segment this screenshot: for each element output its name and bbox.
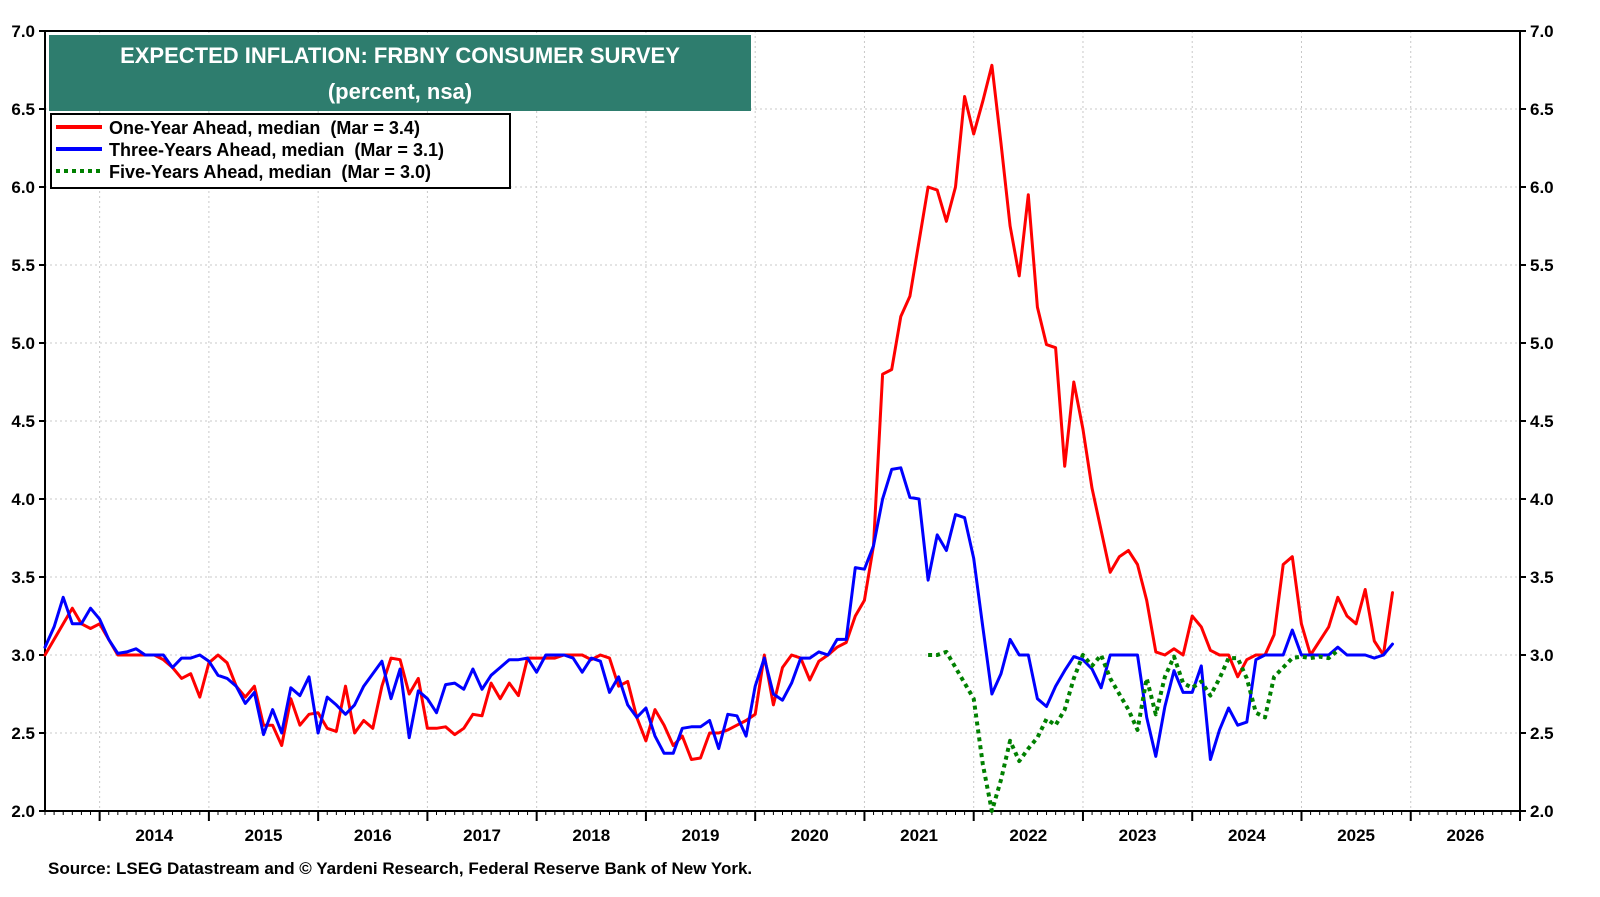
x-tick-label: 2018 — [572, 826, 610, 845]
series-line-three-years — [43, 466, 1394, 761]
y-tick-label-left: 7.0 — [11, 22, 35, 41]
legend-label-five-years: Five-Years Ahead, median (Mar = 3.0) — [109, 162, 431, 182]
y-tick-label-right: 2.5 — [1530, 724, 1554, 743]
x-tick-label: 2015 — [245, 826, 283, 845]
y-tick-label-left: 2.0 — [11, 802, 35, 821]
series-layer — [43, 63, 1394, 813]
series-line-one-year — [43, 63, 1394, 761]
chart-subtitle: (percent, nsa) — [328, 79, 472, 104]
y-tick-label-right: 5.0 — [1530, 334, 1554, 353]
legend-label-three-years: Three-Years Ahead, median (Mar = 3.1) — [109, 140, 444, 160]
y-tick-label-right: 2.0 — [1530, 802, 1554, 821]
y-tick-label-right: 4.0 — [1530, 490, 1554, 509]
chart-title: EXPECTED INFLATION: FRBNY CONSUMER SURVE… — [120, 43, 680, 68]
x-tick-label: 2026 — [1446, 826, 1484, 845]
y-tick-label-left: 4.5 — [11, 412, 35, 431]
x-tick-label: 2019 — [682, 826, 720, 845]
ticks-layer: 2.0 2.0 2.5 2.5 3.0 3.0 3.5 3.5 4.0 4.0 4.5 4.5 5.0 5… — [11, 22, 1553, 845]
title-background — [49, 35, 751, 111]
y-tick-label-right: 6.0 — [1530, 178, 1554, 197]
x-tick-label: 2020 — [791, 826, 829, 845]
y-tick-label-left: 6.0 — [11, 178, 35, 197]
source-note: Source: LSEG Datastream and © Yardeni Re… — [48, 859, 752, 878]
x-tick-label: 2023 — [1119, 826, 1157, 845]
y-tick-label-right: 4.5 — [1530, 412, 1554, 431]
y-tick-label-left: 5.0 — [11, 334, 35, 353]
y-tick-label-left: 4.0 — [11, 490, 35, 509]
y-tick-label-right: 5.5 — [1530, 256, 1554, 275]
x-tick-label: 2025 — [1337, 826, 1375, 845]
y-tick-label-right: 3.5 — [1530, 568, 1554, 587]
legend-label-one-year: One-Year Ahead, median (Mar = 3.4) — [109, 118, 420, 138]
title-box: EXPECTED INFLATION: FRBNY CONSUMER SURVE… — [49, 35, 751, 111]
x-tick-label: 2024 — [1228, 826, 1266, 845]
x-tick-label: 2022 — [1009, 826, 1047, 845]
y-tick-label-right: 6.5 — [1530, 100, 1554, 119]
x-tick-label: 2016 — [354, 826, 392, 845]
x-tick-label: 2021 — [900, 826, 938, 845]
legend-box — [50, 113, 511, 189]
y-tick-label-left: 5.5 — [11, 256, 35, 275]
y-tick-label-left: 3.5 — [11, 568, 35, 587]
y-tick-label-left: 6.5 — [11, 100, 35, 119]
x-tick-label: 2017 — [463, 826, 501, 845]
y-tick-label-right: 7.0 — [1530, 22, 1554, 41]
series-line-five-years — [928, 648, 1340, 813]
y-tick-label-left: 3.0 — [11, 646, 35, 665]
y-tick-label-right: 3.0 — [1530, 646, 1554, 665]
legend: One-Year Ahead, median (Mar = 3.4) Three… — [50, 113, 511, 189]
y-tick-label-left: 2.5 — [11, 724, 35, 743]
x-tick-label: 2014 — [135, 826, 173, 845]
